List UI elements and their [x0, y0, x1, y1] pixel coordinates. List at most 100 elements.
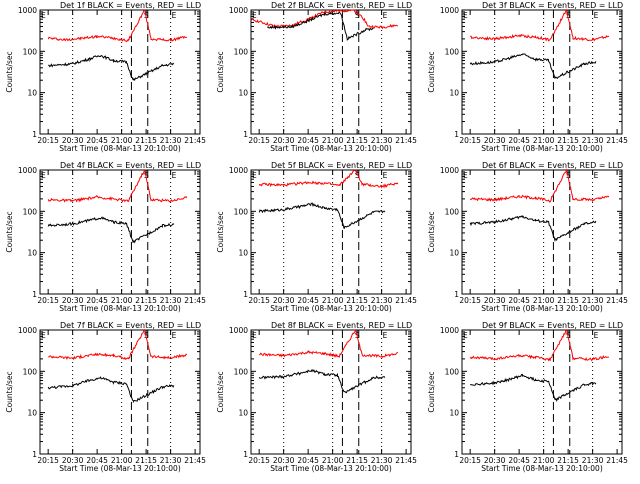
y-tick-label: 1 [32, 290, 37, 299]
x-tick-label: 20:30 [62, 296, 84, 305]
x-axis-label: Start Time (08-Mar-13 20:10:00) [481, 464, 603, 473]
y-axis-label: Counts/sec [216, 51, 225, 92]
plot-frame [461, 329, 623, 455]
x-tick-label: 21:30 [371, 296, 393, 305]
x-axis-label: Start Time (08-Mar-13 20:10:00) [270, 144, 392, 153]
lld-series-line [469, 168, 610, 204]
event-marker-label: E [252, 331, 257, 340]
y-tick-label: 1 [243, 290, 248, 299]
event-marker-label: E [41, 331, 46, 340]
x-tick-label: 20:15 [459, 296, 481, 305]
events-series-line [48, 55, 175, 82]
x-tick-label: 20:15 [37, 456, 59, 465]
x-tick-label: 21:15 [135, 456, 157, 465]
y-tick-label: 100 [234, 47, 249, 56]
y-tick-label: 10 [449, 249, 459, 258]
y-tick-label: 1000 [440, 166, 459, 175]
x-tick-label: 21:00 [533, 456, 555, 465]
x-tick-label: 21:30 [582, 296, 604, 305]
panel-4: Det 4f BLACK = Events, RED = LLD 1 10 100 10… [5, 161, 206, 313]
events-series-line [47, 376, 175, 403]
event-marker-label: E [594, 171, 599, 180]
y-tick-label: 1000 [440, 6, 459, 15]
y-tick-label: 1000 [229, 326, 248, 335]
panel-1: Det 1f BLACK = Events, RED = LLD 1 10 100 10… [5, 1, 206, 153]
plot-frame [461, 169, 623, 295]
y-tick-label: 10 [238, 89, 248, 98]
lld-series-line [470, 8, 610, 42]
x-tick-label: 21:45 [184, 456, 206, 465]
panel-7: Det 7f BLACK = Events, RED = LLD 1 10 100 10… [5, 321, 206, 473]
event-marker-label: S [355, 171, 360, 180]
y-axis-label: Counts/sec [5, 51, 14, 92]
x-tick-label: 21:15 [346, 456, 368, 465]
y-tick-label: 100 [23, 47, 38, 56]
panel-3: Det 3f BLACK = Events, RED = LLD 1 10 100 10… [427, 1, 628, 153]
x-tick-label: 21:00 [111, 136, 133, 145]
x-tick-label: 20:30 [62, 136, 84, 145]
x-tick-label: 20:15 [37, 136, 59, 145]
y-tick-label: 1000 [18, 326, 37, 335]
y-tick-label: 1 [32, 450, 37, 459]
plot-frame [250, 169, 412, 295]
lld-series-line [48, 328, 188, 361]
event-marker-label: E [252, 11, 257, 20]
x-tick-label: 21:00 [322, 296, 344, 305]
y-axis-label: Counts/sec [427, 211, 436, 252]
x-tick-label: 21:30 [582, 456, 604, 465]
x-axis-label: Start Time (08-Mar-13 20:10:00) [59, 304, 181, 313]
x-tick-label: 20:45 [86, 136, 108, 145]
y-tick-label: 1 [454, 130, 459, 139]
x-tick-label: 20:15 [37, 296, 59, 305]
x-tick-label: 21:45 [395, 136, 417, 145]
x-tick-label: 20:15 [459, 456, 481, 465]
y-tick-label: 10 [449, 89, 459, 98]
event-marker-label: E [172, 171, 177, 180]
x-axis-label: Start Time (08-Mar-13 20:10:00) [270, 304, 392, 313]
event-marker-label: E [463, 11, 468, 20]
panel-5: Det 5f BLACK = Events, RED = LLD 1 10 100 10… [216, 161, 417, 313]
y-axis-label: Counts/sec [216, 371, 225, 412]
event-marker-label: E [172, 11, 177, 20]
x-tick-label: 20:30 [484, 456, 506, 465]
events-series-line [47, 216, 175, 244]
x-tick-label: 20:45 [508, 136, 530, 145]
x-tick-label: 20:45 [86, 456, 108, 465]
x-tick-label: 21:15 [557, 456, 579, 465]
event-marker-label: S [144, 171, 149, 180]
x-tick-label: 20:15 [459, 136, 481, 145]
plot-frame [39, 9, 201, 135]
x-tick-label: 21:45 [184, 136, 206, 145]
event-marker-label: E [463, 171, 468, 180]
x-tick-label: 21:15 [346, 136, 368, 145]
x-tick-label: 21:00 [533, 136, 555, 145]
x-tick-label: 21:45 [606, 456, 628, 465]
event-marker-label: S [144, 11, 149, 20]
x-tick-label: 20:45 [297, 456, 319, 465]
x-tick-label: 21:30 [371, 456, 393, 465]
panel-9: Det 9f BLACK = Events, RED = LLD 1 10 100 10… [427, 321, 628, 473]
x-tick-label: 20:45 [297, 296, 319, 305]
x-tick-label: 21:30 [582, 136, 604, 145]
y-tick-label: 10 [238, 249, 248, 258]
event-marker-label: S [566, 11, 571, 20]
panel-title: Det 8f BLACK = Events, RED = LLD [271, 321, 412, 330]
y-tick-label: 100 [23, 367, 38, 376]
event-marker-label: E [383, 11, 388, 20]
y-tick-label: 1000 [440, 326, 459, 335]
y-tick-label: 1 [32, 130, 37, 139]
x-tick-label: 20:30 [273, 296, 295, 305]
x-tick-label: 21:30 [160, 136, 182, 145]
x-tick-label: 21:00 [533, 296, 555, 305]
events-series-line [469, 373, 597, 402]
plot-frame [39, 329, 201, 455]
event-marker-label: E [252, 171, 257, 180]
y-tick-label: 1 [243, 450, 248, 459]
x-axis-label: Start Time (08-Mar-13 20:10:00) [481, 144, 603, 153]
panel-title: Det 5f BLACK = Events, RED = LLD [271, 161, 412, 170]
x-tick-label: 21:15 [557, 296, 579, 305]
x-tick-label: 20:30 [62, 456, 84, 465]
x-tick-label: 21:30 [371, 136, 393, 145]
lld-series-line [258, 169, 399, 189]
